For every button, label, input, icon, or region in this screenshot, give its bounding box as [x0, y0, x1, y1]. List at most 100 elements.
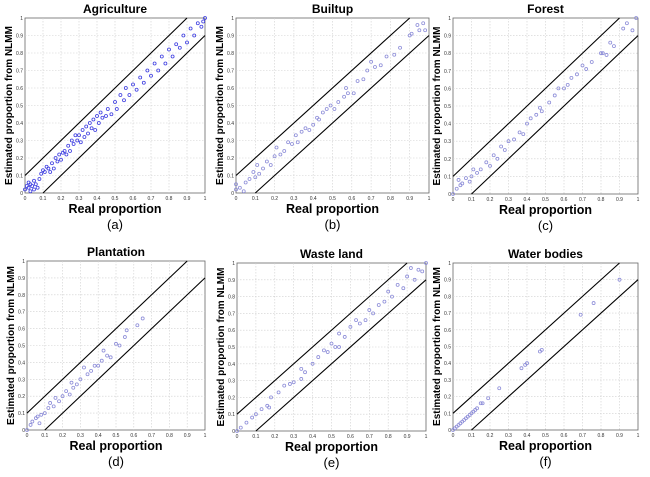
data-point: [71, 142, 76, 146]
data-point: [604, 53, 609, 57]
data-point: [145, 68, 150, 73]
data-point: [621, 26, 626, 31]
scatter-panel-water-bodies: Water bodies 00 0.1 0.1 0.2 0.2 0.3 0.3 0.4 0.4 0.…: [432, 247, 640, 469]
lower-bound-line: [471, 35, 639, 195]
data-point: [382, 299, 387, 304]
x-tick-label: 0.8: [166, 433, 173, 439]
y-tick-label: 0.2: [444, 395, 451, 401]
y-tick-label: 0.5: [444, 345, 451, 351]
x-tick-label: 0.6: [130, 196, 137, 202]
data-point: [525, 121, 529, 126]
data-point: [188, 26, 193, 31]
data-point: [421, 21, 426, 26]
data-point: [264, 159, 269, 164]
x-axis-label: Real proportion: [499, 203, 592, 217]
chart-title: Builtup: [312, 2, 353, 16]
data-point: [365, 68, 370, 73]
x-tick-label: 0.2: [487, 197, 494, 203]
data-point: [584, 67, 589, 71]
data-point: [74, 382, 79, 387]
data-point: [68, 149, 72, 153]
data-point: [390, 294, 394, 299]
x-tick-label: 0.3: [290, 434, 297, 440]
data-point: [237, 185, 242, 190]
data-point: [118, 93, 123, 97]
data-point: [39, 412, 44, 417]
data-point: [86, 131, 90, 136]
data-point: [114, 341, 118, 346]
data-point: [156, 68, 161, 73]
y-tick-label: 0: [20, 191, 23, 197]
data-point: [357, 321, 362, 326]
x-axis-label: Real proportion: [286, 202, 379, 216]
data-point: [539, 347, 544, 352]
data-point: [235, 429, 239, 433]
x-tick-label: 0.1: [252, 434, 259, 440]
data-point: [96, 363, 101, 368]
data-point: [405, 274, 410, 279]
data-point: [42, 411, 47, 416]
panel-caption: (c): [538, 218, 553, 233]
y-tick-label: 0.1: [16, 174, 23, 180]
data-point: [552, 93, 557, 98]
data-point: [416, 267, 421, 272]
data-point: [502, 148, 507, 152]
data-point: [521, 132, 526, 137]
x-tick-label: 0.5: [113, 433, 120, 439]
data-point: [100, 115, 105, 120]
y-tick-label: 0.7: [444, 69, 451, 75]
data-point: [80, 128, 85, 132]
data-point: [423, 28, 428, 33]
data-point: [299, 377, 304, 381]
data-point: [282, 383, 287, 388]
data-point: [408, 266, 413, 270]
x-tick-label: 0.6: [130, 433, 137, 439]
data-point: [199, 24, 204, 29]
data-point: [538, 105, 542, 110]
y-tick-label: 0.6: [444, 86, 451, 92]
x-axis-label: Real proportion: [68, 202, 161, 216]
data-point: [478, 401, 483, 406]
x-tick-label: 0.1: [41, 433, 48, 439]
data-point: [424, 261, 428, 265]
data-point: [539, 109, 544, 114]
y-axis-label: Estimated proportion from NLMM: [215, 26, 226, 185]
y-tick-label: 0.7: [228, 311, 235, 317]
y-tick-label: 1: [232, 261, 235, 267]
panel-caption: (a): [107, 217, 123, 232]
x-tick-label: 0.6: [347, 434, 354, 440]
data-point: [117, 343, 122, 348]
data-point: [565, 82, 570, 87]
data-point: [456, 178, 461, 182]
data-point: [48, 401, 53, 405]
x-tick-label: 0.7: [579, 197, 586, 203]
scatter-panel-forest: Forest 00 0.1 0.1 0.2 0.2 0.3 0.3 0.4 0.4 0.5 0.5 0.…: [432, 2, 640, 233]
data-point: [131, 82, 135, 87]
data-point: [89, 126, 94, 131]
data-point: [234, 182, 238, 187]
x-tick-label: 0.9: [184, 433, 191, 439]
data-point: [324, 107, 329, 111]
data-point: [299, 129, 304, 134]
y-tick-label: 0.6: [16, 86, 23, 92]
lower-bound-line: [254, 35, 430, 194]
y-tick-label: 0.5: [444, 104, 451, 110]
data-point: [37, 177, 42, 181]
data-point: [85, 372, 90, 377]
y-tick-label: 0.4: [444, 122, 451, 128]
x-tick-label: 0.9: [404, 434, 411, 440]
data-point: [600, 51, 605, 56]
data-point: [203, 16, 207, 20]
x-tick-label: 0.2: [271, 434, 278, 440]
x-tick-label: 0.8: [385, 434, 392, 440]
y-axis-label: Estimated proportion from NLMM: [432, 267, 443, 426]
lower-bound-line: [42, 35, 206, 194]
chart-title: Plantation: [87, 245, 145, 259]
data-point: [337, 345, 341, 349]
upper-bound-line: [26, 260, 188, 414]
data-point: [250, 415, 255, 420]
x-axis-label: Real proportion: [285, 440, 378, 454]
data-point: [569, 75, 574, 80]
scatter-panel-plantation: Plantation 00 0.1 0.1 0.2 0.2 0.3 0.3 0.4 0.4 0.5 0…: [6, 245, 207, 469]
